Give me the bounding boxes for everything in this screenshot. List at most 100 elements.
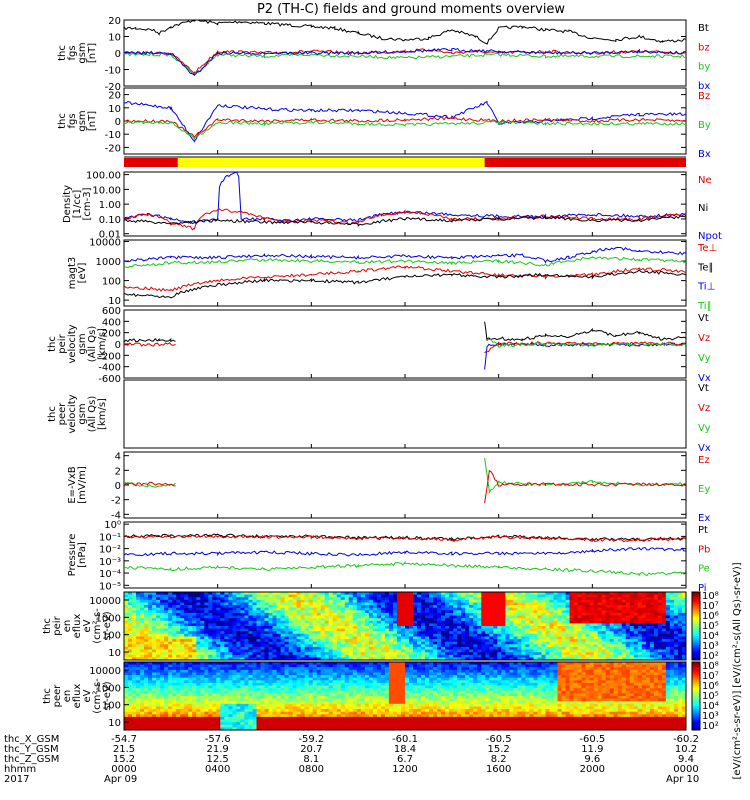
- heatmap-cell: [441, 649, 446, 653]
- heatmap-cell: [284, 667, 290, 671]
- legend-entry: Pb: [698, 544, 710, 555]
- heatmap-cell: [372, 599, 378, 603]
- heatmap-cell: [445, 646, 450, 650]
- heatmap-cell: [437, 610, 442, 614]
- heatmap-cell: [497, 612, 502, 616]
- heatmap-cell: [437, 615, 442, 619]
- heatmap-cell: [509, 592, 514, 596]
- heatmap-cell: [152, 724, 157, 728]
- heatmap-cell: [208, 667, 213, 671]
- heatmap-cell: [674, 599, 679, 603]
- heatmap-cell: [152, 610, 157, 614]
- heatmap-cell: [669, 594, 675, 598]
- heatmap-cell: [168, 657, 173, 661]
- heatmap-cell: [192, 592, 197, 596]
- heatmap-cell: [625, 657, 631, 661]
- heatmap-cell: [657, 654, 663, 658]
- heatmap-cell: [613, 602, 619, 606]
- heatmap-cell: [300, 633, 306, 637]
- heatmap-cell: [393, 612, 398, 616]
- heatmap-cell: [188, 680, 193, 684]
- heatmap-cell: [609, 623, 615, 627]
- heatmap-cell: [320, 599, 326, 603]
- heatmap-cell: [240, 709, 245, 713]
- heatmap-cell: [629, 612, 635, 616]
- heatmap-cell: [336, 594, 342, 598]
- heatmap-cell: [188, 607, 193, 611]
- heatmap-cell: [284, 636, 290, 640]
- heatmap-cell: [284, 599, 290, 603]
- heatmap-cell: [473, 644, 478, 648]
- heatmap-cell: [425, 607, 430, 611]
- heatmap-cell: [256, 716, 261, 720]
- heatmap-cell: [244, 706, 249, 710]
- heatmap-cell: [641, 657, 647, 661]
- heatmap-cell: [188, 675, 193, 679]
- heatmap-cell: [180, 633, 185, 637]
- heatmap-cell: [445, 610, 450, 614]
- heatmap-cell: [160, 594, 165, 598]
- heatmap-cell: [645, 652, 651, 656]
- heatmap-cell: [413, 628, 418, 632]
- heatmap-cell: [469, 620, 474, 624]
- heatmap-cell: [569, 612, 575, 616]
- heatmap-cell: [268, 618, 273, 622]
- heatmap-cell: [124, 727, 129, 731]
- heatmap-cell: [473, 626, 478, 630]
- heatmap-cell: [176, 706, 181, 710]
- heatmap-cell: [280, 685, 286, 689]
- heatmap-cell: [128, 636, 133, 640]
- heatmap-cell: [188, 709, 193, 713]
- heatmap-cell: [156, 727, 161, 731]
- heatmap-cell: [328, 633, 334, 637]
- heatmap-cell: [445, 612, 450, 616]
- legend-entry: Pi: [698, 583, 707, 594]
- heatmap-cell: [356, 644, 362, 648]
- heatmap-cell: [164, 646, 169, 650]
- heatmap-cell: [501, 620, 506, 624]
- heatmap-cell: [577, 639, 583, 643]
- heatmap-cell: [316, 602, 322, 606]
- heatmap-cell: [473, 597, 478, 601]
- legend-entry: Vx: [698, 373, 711, 384]
- heatmap-cell: [288, 597, 294, 601]
- heatmap-cell: [144, 652, 149, 656]
- heatmap-cell: [148, 636, 153, 640]
- heatmap-cell: [132, 701, 137, 705]
- heatmap-cell: [678, 636, 683, 640]
- heatmap-cell: [284, 615, 290, 619]
- heatmap-cell: [204, 690, 209, 694]
- heatmap-cell: [601, 620, 607, 624]
- heatmap-cell: [144, 693, 149, 697]
- heatmap-cell: [188, 636, 193, 640]
- heatmap-cell: [388, 594, 394, 598]
- heatmap-cell: [180, 615, 185, 619]
- heatmap-cell: [216, 696, 221, 700]
- heatmap-cell: [276, 633, 281, 637]
- heatmap-cell: [136, 677, 141, 681]
- heatmap-cell: [208, 693, 213, 697]
- heatmap-cell: [625, 618, 631, 622]
- heatmap-cell: [260, 649, 265, 653]
- y-tick-label: -10: [105, 130, 121, 141]
- heatmap-cell: [529, 631, 534, 635]
- heatmap-cell: [537, 592, 542, 596]
- heatmap-cell: [569, 628, 575, 632]
- heatmap-cell: [124, 682, 129, 686]
- heatmap-cell: [216, 722, 221, 726]
- heatmap-cell: [388, 620, 394, 624]
- heatmap-cell: [517, 652, 522, 656]
- heatmap-cell: [517, 639, 522, 643]
- heatmap-cell: [669, 597, 675, 601]
- heatmap-cell: [501, 610, 506, 614]
- heatmap-cell: [397, 602, 402, 606]
- heatmap-cell: [276, 594, 281, 598]
- heatmap-cell: [224, 599, 229, 603]
- heatmap-cell: [216, 636, 221, 640]
- heatmap-cell: [573, 594, 579, 598]
- heatmap-cell: [429, 631, 434, 635]
- heatmap-cell: [653, 636, 659, 640]
- heatmap-cell: [601, 605, 607, 609]
- heatmap-cell: [124, 597, 129, 601]
- heatmap-cell: [176, 618, 181, 622]
